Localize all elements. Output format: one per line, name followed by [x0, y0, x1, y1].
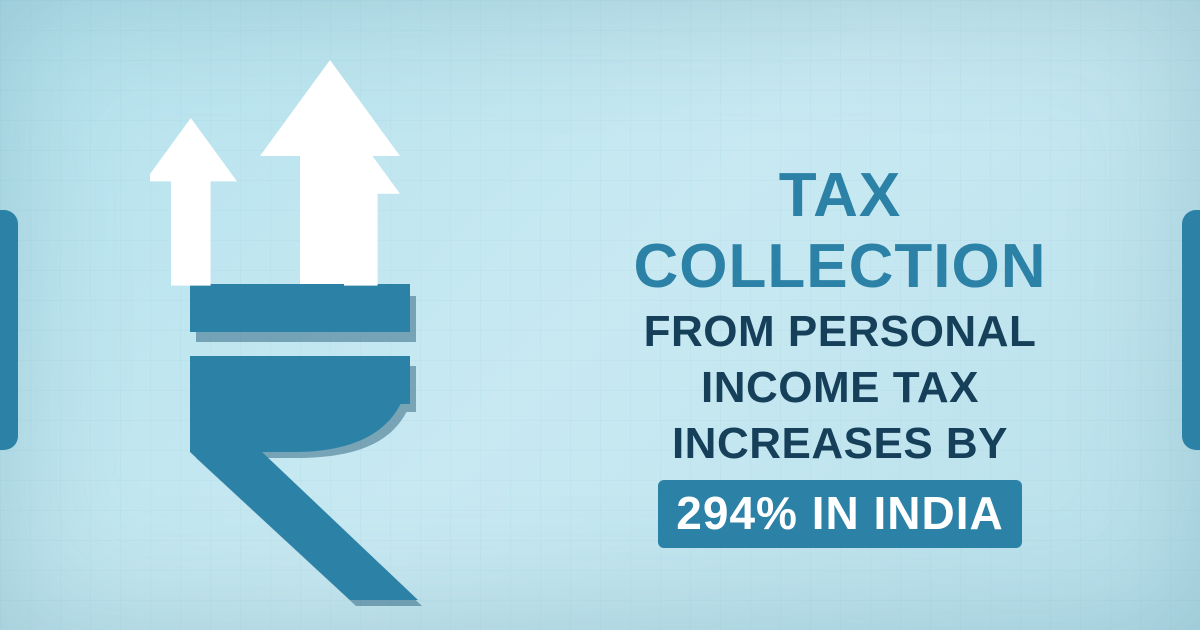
infographic-canvas: TAX COLLECTION FROM PERSONAL INCOME TAX …: [0, 0, 1200, 630]
subtitle-line-2: INCOME TAX: [570, 362, 1110, 414]
rupee-growth-icon: [150, 60, 510, 620]
rupee-body: [190, 284, 418, 600]
highlight-badge: 294% IN INDIA: [658, 480, 1021, 548]
subtitle-line-1: FROM PERSONAL: [570, 306, 1110, 358]
headline-text-block: TAX COLLECTION FROM PERSONAL INCOME TAX …: [570, 160, 1110, 548]
growth-arrows-icon: [150, 60, 400, 286]
title-line: TAX COLLECTION: [570, 160, 1110, 302]
right-edge-tab: [1182, 210, 1200, 450]
left-edge-tab: [0, 210, 18, 450]
subtitle-line-3: INCREASES BY: [570, 418, 1110, 470]
